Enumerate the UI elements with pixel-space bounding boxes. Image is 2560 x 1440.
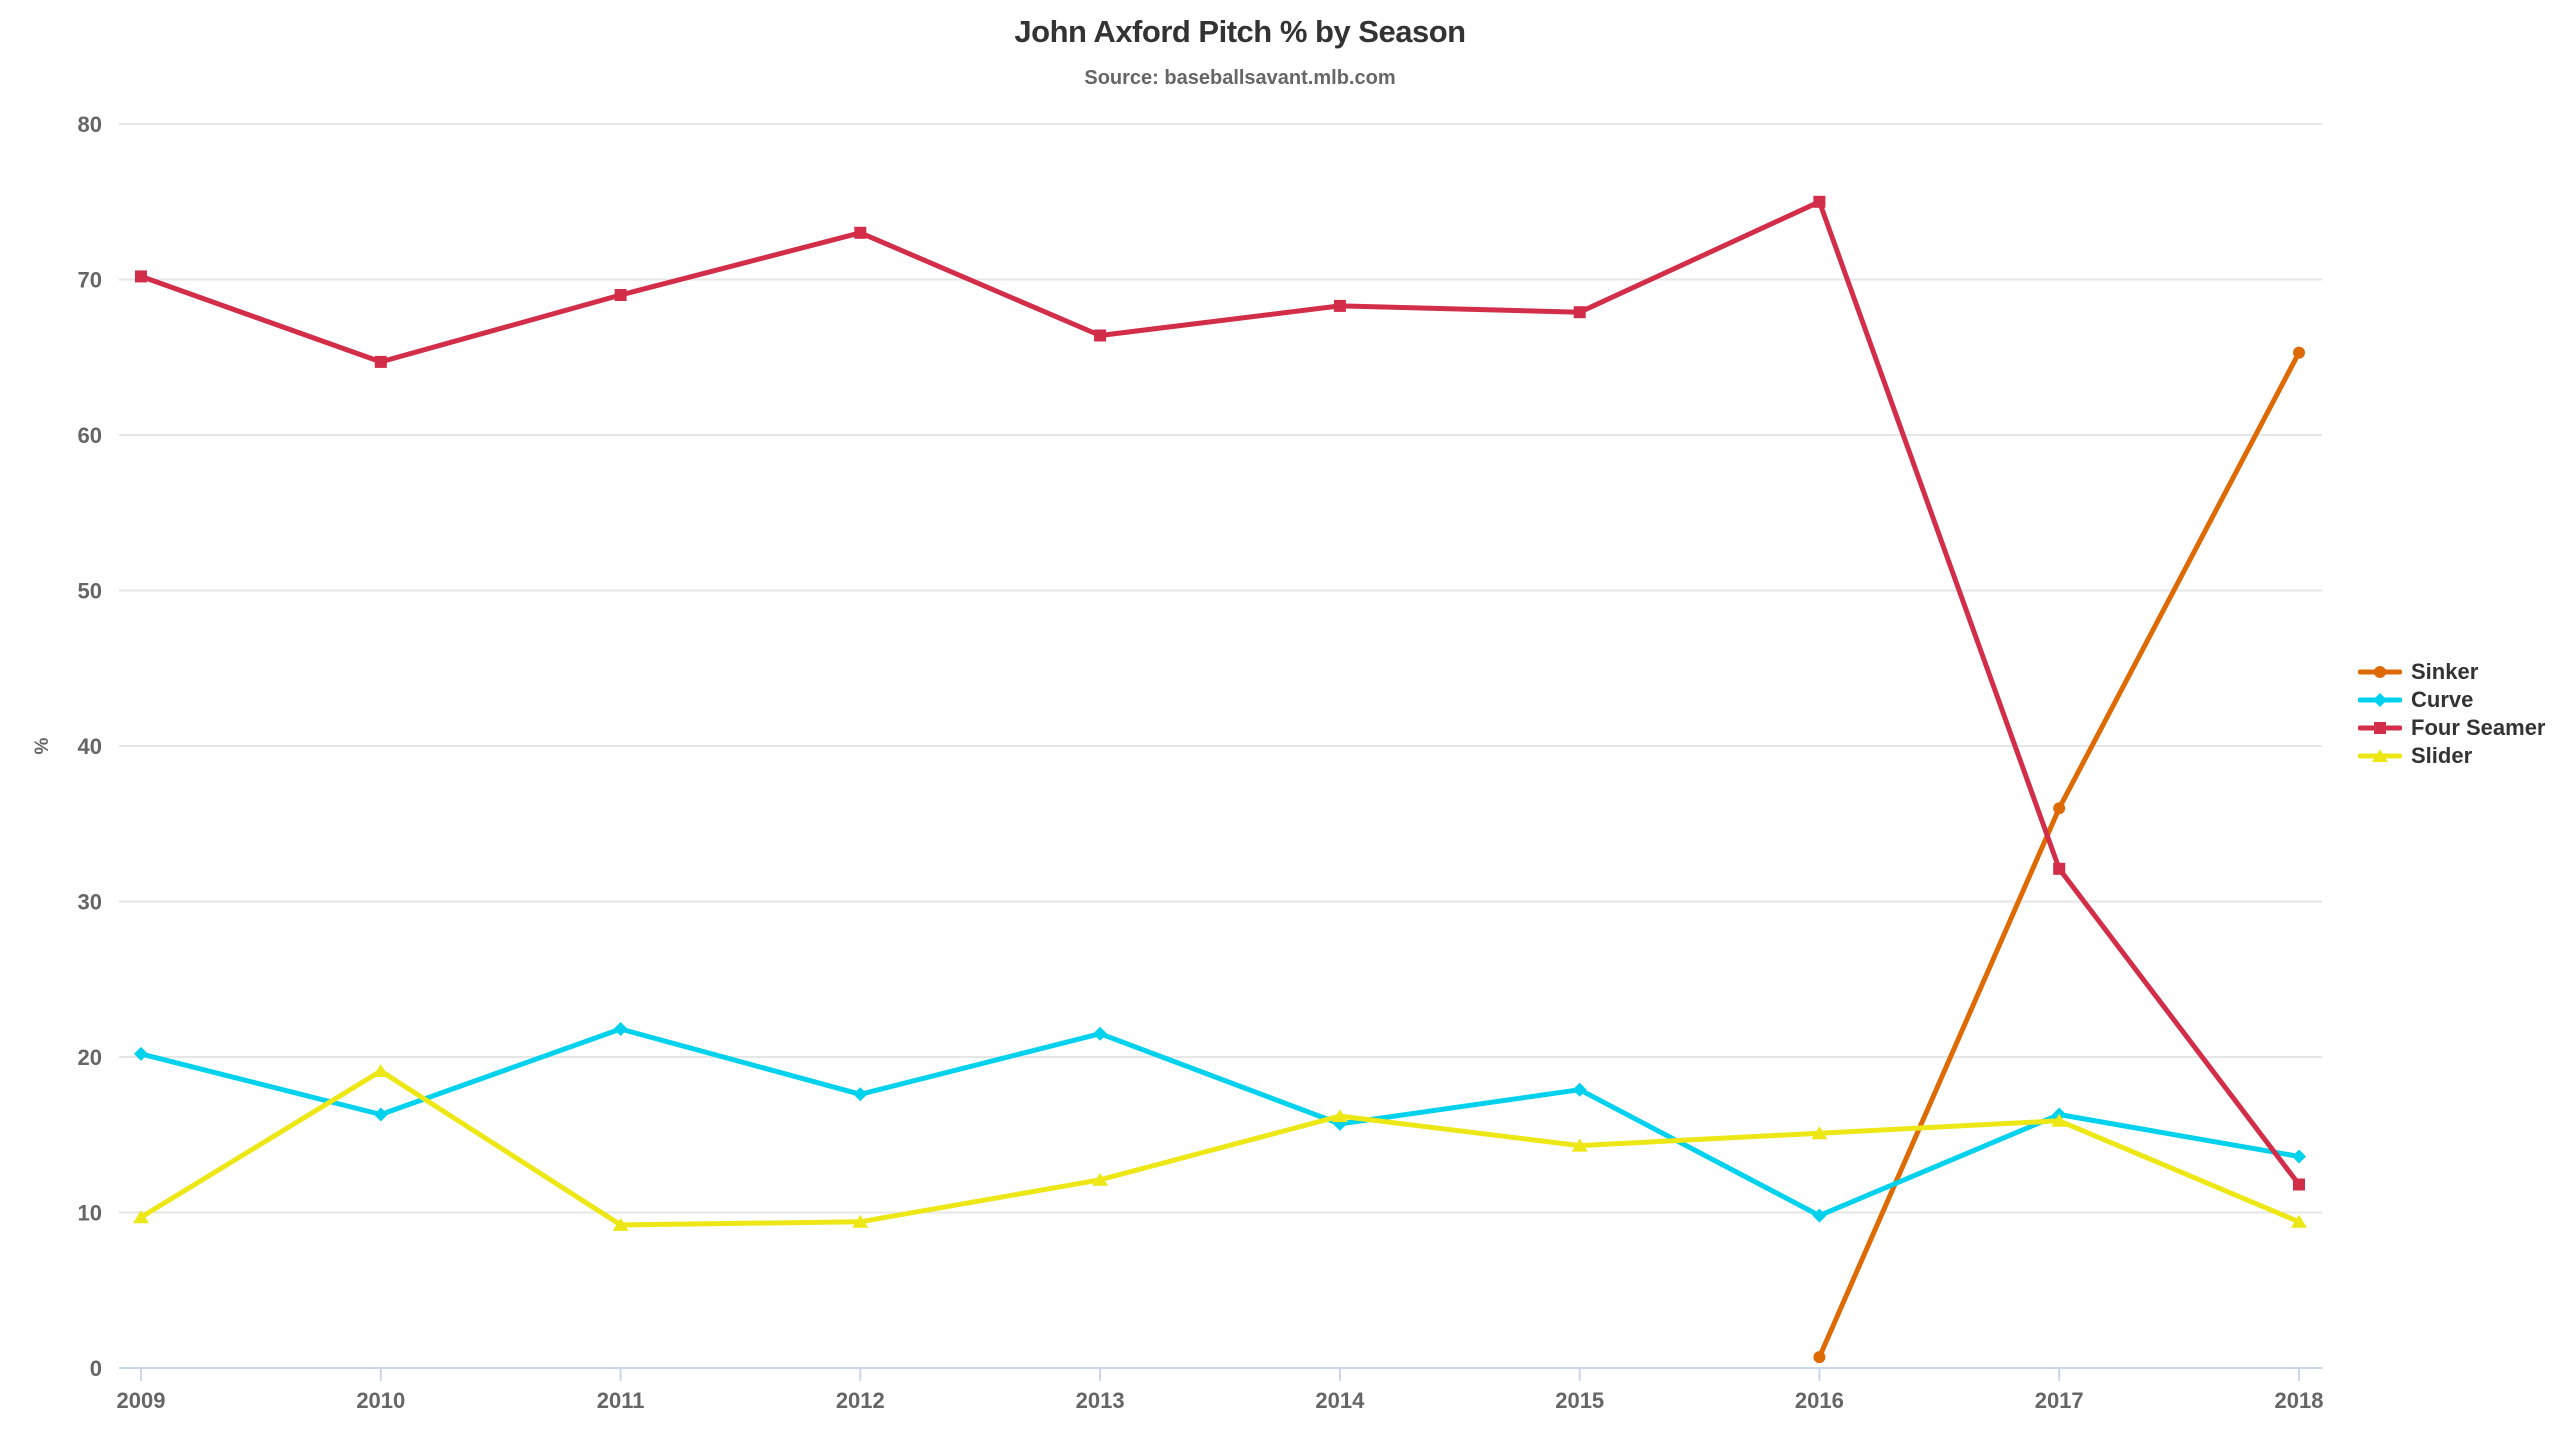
point-slider-2011[interactable] [612,1217,629,1231]
legend-symbol-slider [2358,749,2402,762]
point-four-seamer-2014[interactable] [1333,299,1346,312]
y-tick-label-10: 10 [78,1201,102,1226]
legend-item-curve[interactable]: Curve [2358,689,2546,711]
legend-symbol-sinker [2358,666,2402,678]
series-sinker[interactable] [1813,346,2305,1364]
point-four-seamer-2012[interactable] [854,226,867,239]
point-sinker-2018[interactable] [2293,346,2305,359]
x-tick-label-2014: 2014 [1315,1388,1365,1413]
point-slider-2018[interactable] [2291,1214,2307,1228]
point-four-seamer-2013[interactable] [1094,329,1107,342]
legend-label-curve: Curve [2411,687,2474,712]
series-line-slider [138,1068,2302,1228]
x-tick-label-2013: 2013 [1076,1388,1125,1413]
legend-item-four-seamer[interactable]: Four Seamer [2358,717,2546,739]
point-curve-2010[interactable] [373,1107,388,1122]
legend: Sinker Curve Four Seamer Slider [2358,661,2546,767]
chart-title: John Axford Pitch % by Season [1014,14,1466,49]
point-curve-2011[interactable] [613,1022,628,1036]
x-axis: 2009 2010 2011 2012 2013 2014 2015 2016 2017 2018 [117,1367,2324,1413]
legend-label-sinker: Sinker [2411,659,2479,684]
point-slider-2013[interactable] [1092,1172,1109,1186]
y-tick-label-20: 20 [78,1045,102,1070]
legend-marker-sinker [2374,666,2386,678]
legend-marker-four-seamer [2374,722,2386,734]
y-tick-label-0: 0 [90,1356,102,1381]
point-four-seamer-2011[interactable] [614,289,627,301]
point-four-seamer-2016[interactable] [1813,195,1826,208]
series-four-seamer[interactable] [135,195,2305,1191]
point-sinker-2016[interactable] [1813,1351,1826,1364]
series-line-curve [138,1026,2302,1219]
x-tick-label-2016: 2016 [1795,1388,1844,1413]
point-four-seamer-2018[interactable] [2293,1178,2305,1191]
point-slider-2016[interactable] [1811,1126,1828,1140]
y-tick-label-80: 80 [78,112,102,137]
point-slider-2010[interactable] [372,1064,389,1077]
point-slider-2015[interactable] [1571,1138,1588,1152]
chart-subtitle: Source: baseballsavant.mlb.com [1084,67,1396,89]
point-curve-2009[interactable] [134,1046,148,1061]
legend-label-four-seamer: Four Seamer [2411,715,2546,740]
point-four-seamer-2015[interactable] [1573,306,1586,319]
y-tick-label-40: 40 [78,734,102,759]
legend-symbol-four-seamer [2358,722,2402,734]
x-tick-label-2010: 2010 [356,1388,405,1413]
legend-item-sinker[interactable]: Sinker [2358,661,2546,683]
point-four-seamer-2010[interactable] [374,355,387,368]
legend-label-slider: Slider [2411,743,2473,768]
x-tick-label-2015: 2015 [1555,1388,1604,1413]
point-curve-2018[interactable] [2292,1149,2306,1164]
x-tick-label-2009: 2009 [117,1388,166,1413]
y-tick-label-50: 50 [78,579,102,604]
x-tick-label-2018: 2018 [2275,1388,2324,1413]
y-tick-label-70: 70 [78,268,102,293]
y-tick-label-60: 60 [78,423,102,448]
legend-marker-curve [2373,693,2387,707]
y-axis-labels: 0 10 20 30 40 50 60 70 80 [78,112,102,1381]
point-curve-2012[interactable] [853,1087,868,1102]
legend-item-slider[interactable]: Slider [2358,745,2546,767]
point-slider-2014[interactable] [1331,1109,1348,1123]
point-sinker-2017[interactable] [2053,802,2066,815]
x-tick-label-2017: 2017 [2035,1388,2084,1413]
legend-symbol-curve [2358,693,2402,707]
x-tick-label-2011: 2011 [597,1388,645,1413]
point-curve-2016[interactable] [1812,1208,1827,1223]
series-line-four-seamer [138,199,2302,1187]
point-slider-2012[interactable] [852,1214,869,1228]
point-curve-2013[interactable] [1093,1026,1108,1041]
y-tick-label-30: 30 [78,890,102,915]
series-slider[interactable] [133,1064,2307,1231]
y-axis-title: % [32,737,53,754]
point-four-seamer-2017[interactable] [2053,862,2066,875]
gridlines [119,123,2322,1369]
series-line-sinker [1816,350,2302,1360]
x-tick-label-2012: 2012 [836,1388,885,1413]
point-four-seamer-2009[interactable] [135,270,147,283]
point-slider-2009[interactable] [133,1210,149,1224]
point-curve-2015[interactable] [1572,1082,1587,1097]
legend-marker-slider [2372,749,2388,762]
point-slider-2017[interactable] [2051,1113,2068,1127]
